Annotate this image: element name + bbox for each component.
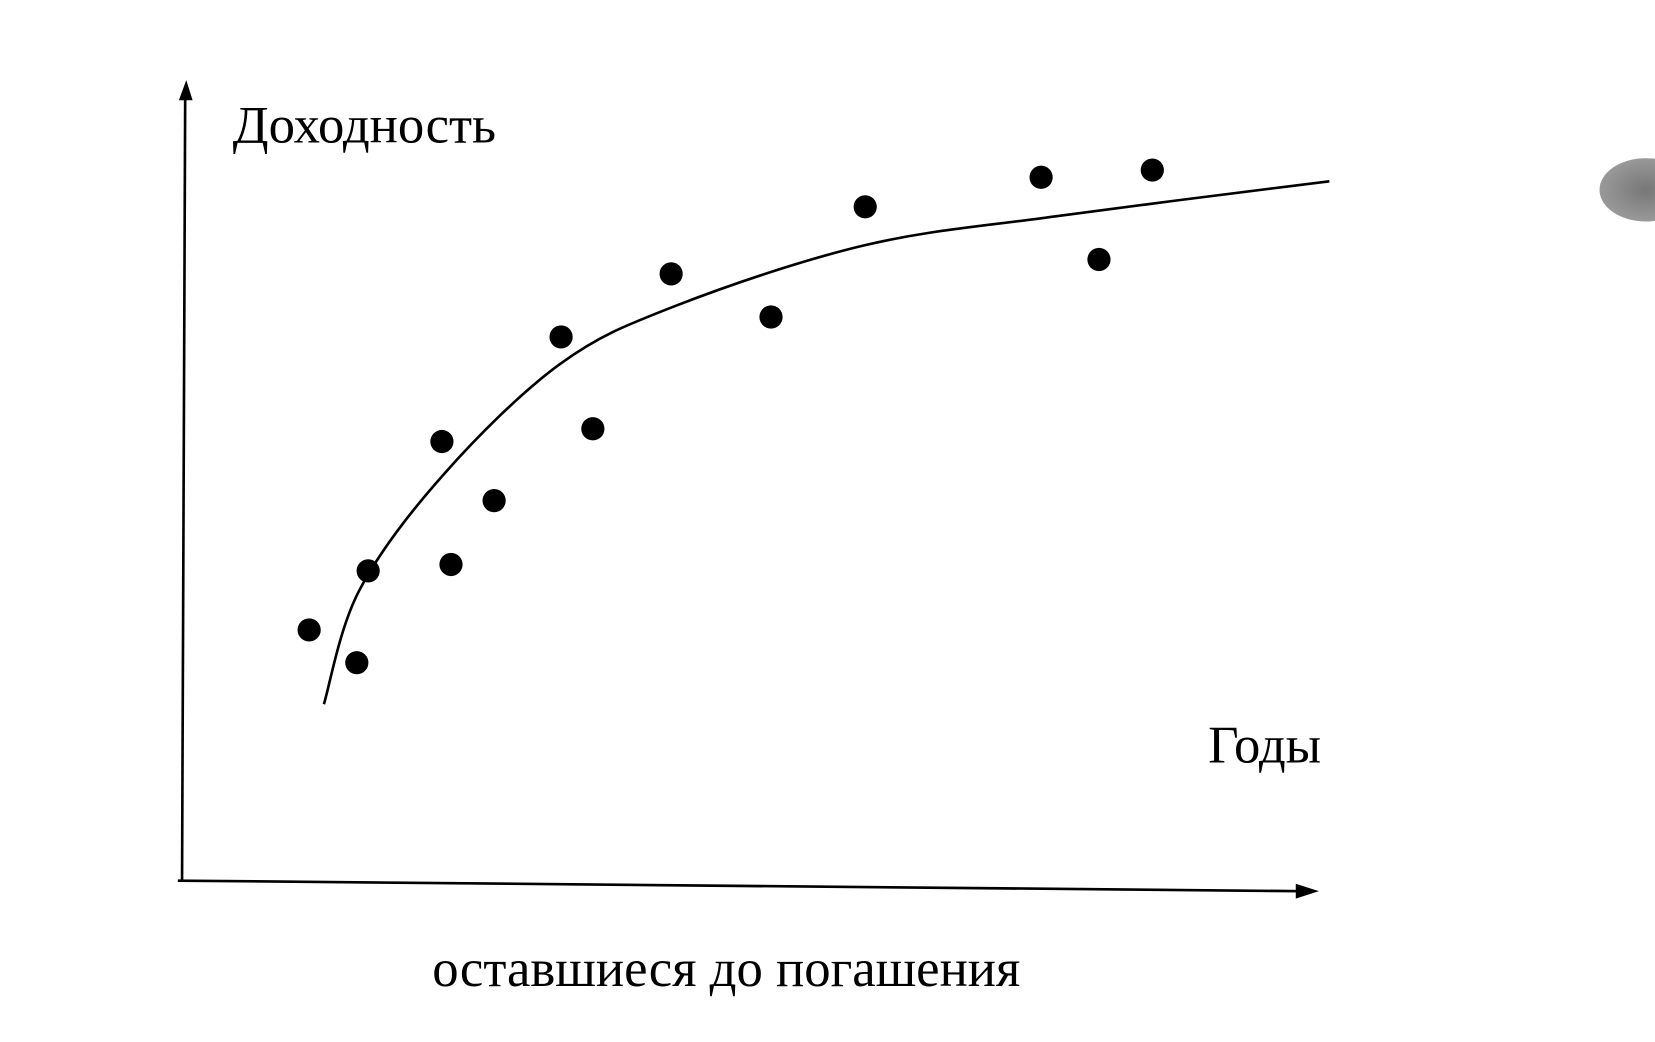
y-axis-label: Доходность — [233, 96, 496, 154]
data-point — [759, 305, 783, 329]
x-axis-arrow — [1295, 883, 1319, 899]
y-axis-arrow — [178, 80, 193, 101]
data-point — [581, 417, 605, 441]
data-point — [356, 559, 380, 583]
data-point — [1087, 247, 1111, 272]
data-point — [549, 325, 573, 349]
data-point — [853, 195, 877, 219]
data-point — [1029, 165, 1053, 189]
scan-blot — [1599, 158, 1655, 222]
x-axis-label: Годы — [1208, 717, 1321, 775]
data-point — [1140, 158, 1164, 182]
data-point — [659, 262, 683, 286]
data-point — [430, 429, 454, 454]
y-axis — [180, 89, 187, 881]
data-point — [297, 618, 321, 642]
data-point — [439, 552, 463, 577]
data-point — [345, 651, 369, 675]
x-axis-caption: оставшиеся до погашения — [432, 940, 1020, 998]
data-point — [482, 489, 506, 513]
x-axis — [177, 879, 1304, 893]
trend-curve — [322, 179, 1330, 705]
